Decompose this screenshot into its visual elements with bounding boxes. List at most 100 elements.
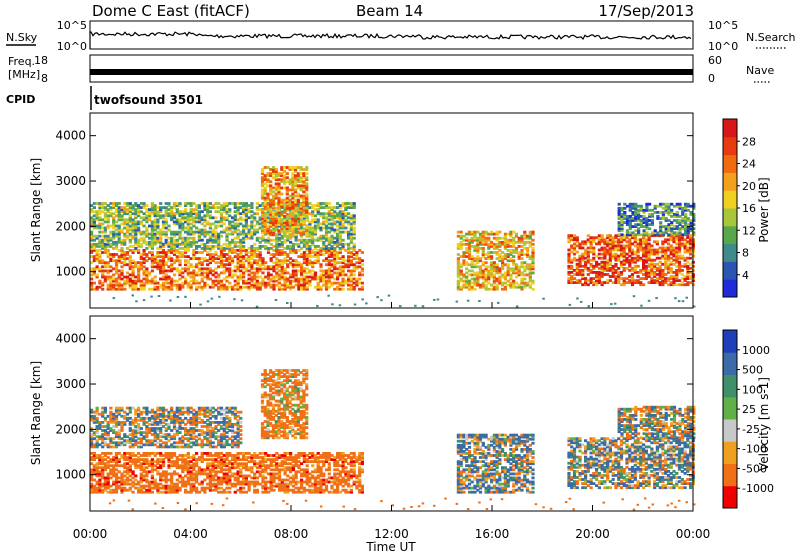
echo-cell [689, 236, 693, 240]
echo-cell [625, 256, 629, 260]
echo-cell [112, 472, 116, 476]
echo-cell [228, 208, 232, 211]
echo-cell [305, 267, 309, 271]
echo-cell [639, 240, 643, 244]
echo-cell [117, 277, 121, 281]
echo-cell [470, 269, 474, 273]
echo-cell [520, 245, 524, 248]
echo-cell [258, 257, 262, 260]
echo-cell [467, 247, 472, 250]
echo-cell [217, 242, 221, 246]
echo-cell [192, 251, 196, 254]
echo-cell [495, 265, 499, 269]
echo-cell [125, 218, 130, 222]
echo-cell [692, 227, 696, 231]
echo-cell [90, 255, 94, 258]
echo-cell [117, 206, 121, 209]
echo-cell [341, 281, 345, 285]
echo-cell [123, 208, 127, 211]
echo-cell [581, 277, 585, 280]
echo-cell [581, 240, 585, 244]
echo-cell [228, 263, 232, 267]
freq-label: Freq. [8, 55, 35, 68]
echo-cell [103, 277, 107, 281]
echo-cell [131, 206, 135, 209]
echo-cell [120, 257, 124, 260]
echo-cell [692, 204, 696, 208]
echo-cell [153, 259, 157, 263]
echo-cell [347, 247, 351, 250]
echo-cell [222, 218, 226, 222]
echo-cell [156, 218, 160, 222]
echo-cell [112, 283, 116, 287]
echo-cell [653, 252, 657, 256]
echo-cell [101, 265, 105, 269]
echo-cell [178, 255, 182, 258]
echo-cell [117, 234, 121, 238]
echo-cell [161, 460, 166, 463]
echo-cell [239, 275, 243, 279]
echo-cell [465, 251, 469, 254]
echo-cell [263, 178, 267, 182]
echo-cell [684, 233, 688, 237]
echo-cell [603, 281, 607, 284]
echo-cell [120, 482, 124, 486]
echo-cell [655, 256, 659, 260]
echo-cell [677, 236, 682, 240]
echo-cell [109, 259, 113, 263]
echo-cell [260, 194, 265, 198]
echo-cell [184, 218, 188, 222]
echo-cell [644, 246, 648, 250]
echo-cell [150, 480, 154, 484]
echo-cell [322, 279, 326, 283]
echo-cell [197, 228, 201, 232]
echo-cell [647, 269, 651, 272]
echo-cell [347, 275, 351, 279]
echo-cell [123, 240, 127, 244]
echo-cell [608, 267, 612, 270]
echo-cell [296, 184, 300, 188]
echo-cell [92, 281, 96, 285]
echo-cell [617, 227, 621, 231]
echo-cell [150, 234, 154, 238]
echo-cell [606, 281, 610, 284]
echo-cell [492, 251, 496, 254]
echo-cell [650, 231, 654, 235]
echo-cell [247, 236, 251, 240]
echo-cell [101, 470, 105, 474]
echo-cell [639, 225, 643, 228]
echo-cell [642, 262, 646, 266]
echo-cell [476, 277, 480, 281]
echo-cell [333, 281, 337, 285]
echo-cell [330, 216, 334, 220]
echo-cell [628, 208, 632, 212]
echo-cell [142, 273, 146, 277]
echo-cell [172, 460, 177, 463]
echo-cell [280, 172, 284, 175]
echo-cell [139, 257, 143, 260]
echo-cell [112, 242, 116, 246]
echo-cell [139, 242, 143, 246]
echo-cell [170, 480, 174, 484]
echo-cell [360, 259, 364, 263]
echo-cell [336, 220, 340, 224]
echo-cell [347, 206, 351, 209]
echo-cell [170, 238, 174, 242]
echo-cell [114, 488, 119, 492]
echo-cell [567, 258, 571, 262]
echo-cell [219, 220, 224, 224]
echo-cell [161, 242, 166, 246]
echo-cell [578, 258, 582, 262]
echo-cell [242, 238, 246, 242]
echo-cell [161, 285, 166, 289]
echo-cell [291, 227, 295, 231]
echo-cell [269, 172, 273, 175]
echo-cell [664, 248, 668, 252]
echo-cell [509, 277, 513, 281]
echo-cell [167, 478, 171, 482]
echo-cell [285, 225, 289, 228]
echo-cell [242, 261, 246, 265]
freq-unit-label: [MHz] [8, 68, 40, 81]
echo-cell [686, 229, 690, 233]
echo-cell [680, 256, 684, 260]
